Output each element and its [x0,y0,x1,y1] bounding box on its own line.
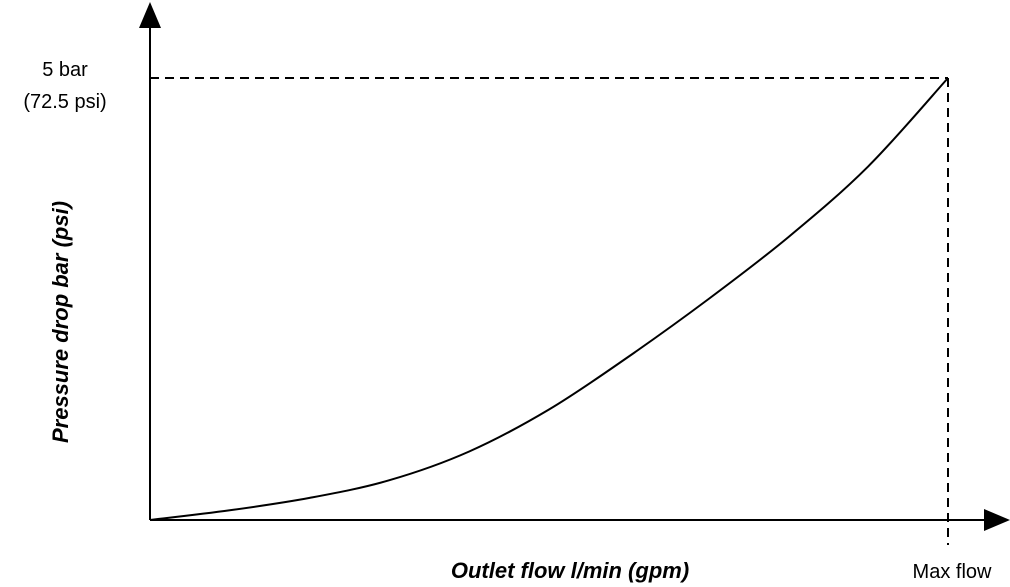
y-tick-label-line2: (72.5 psi) [23,91,106,113]
y-axis-title: Pressure drop bar (psi) [48,201,73,443]
x-tick-label-max-flow: Max flow [913,561,992,583]
pressure-drop-curve [149,77,949,521]
x-axis-arrow [984,509,1010,531]
x-axis-title: Outlet flow l/min (gpm) [451,558,689,583]
y-axis-arrow [139,2,161,28]
y-tick-label-line1: 5 bar [42,59,88,81]
